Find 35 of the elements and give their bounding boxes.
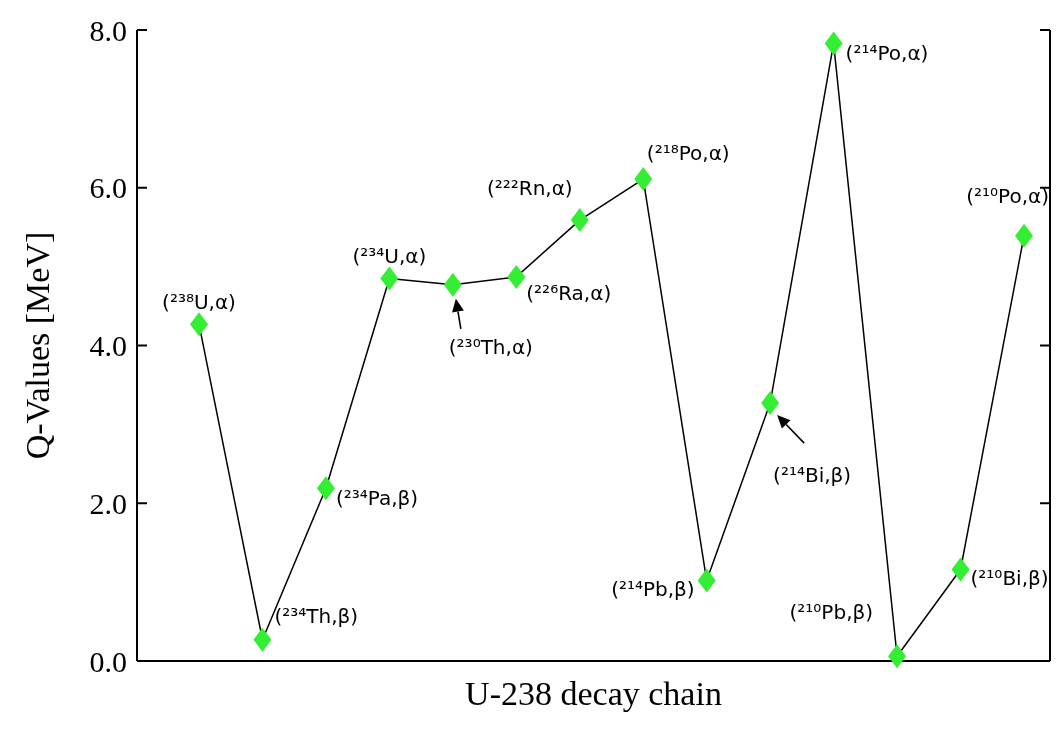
- data-label: (²²⁶Ra,α): [526, 280, 612, 305]
- data-label: (²²²Rn,α): [486, 176, 573, 201]
- data-label: (²¹⁴Pb,β): [611, 576, 695, 601]
- data-label: (²¹⁰Bi,β): [970, 565, 1049, 590]
- y-tick-label: 8.0: [89, 13, 127, 47]
- point: [570, 208, 589, 233]
- point: [316, 476, 335, 501]
- data-label: (²¹⁴Bi,β): [773, 463, 852, 488]
- point: [190, 312, 208, 337]
- data-label: (²¹⁰Pb,β): [789, 600, 874, 625]
- point: [380, 266, 399, 291]
- y-axis-title: Q-Values [MeV]: [19, 231, 56, 460]
- data-label: (²³⁴U,α): [352, 244, 427, 269]
- point: [507, 264, 526, 289]
- data-label: (²¹⁴Po,α): [845, 41, 929, 66]
- point: [888, 644, 907, 669]
- point: [761, 391, 780, 416]
- y-tick-label: 6.0: [89, 171, 127, 205]
- y-tick-label: 2.0: [89, 486, 127, 520]
- data-label: (²³⁴Pa,β): [335, 486, 419, 511]
- data-label: (²³⁴Th,β): [274, 603, 359, 628]
- point: [253, 627, 272, 652]
- point: [443, 272, 462, 297]
- data-label: (²¹⁸Po,α): [646, 141, 730, 166]
- data-label: (²¹⁰Po,α): [966, 183, 1049, 208]
- point: [824, 31, 843, 56]
- y-tick-label: 0.0: [89, 644, 127, 678]
- point: [634, 167, 653, 192]
- data-label: (²³⁸U,α): [162, 290, 236, 315]
- point: [1015, 223, 1033, 248]
- point: [697, 568, 716, 593]
- data-label: (²³⁰Th,α): [448, 334, 533, 359]
- y-tick-label: 4.0: [89, 329, 127, 362]
- x-axis-title: U-238 decay chain: [465, 675, 722, 712]
- point: [951, 557, 970, 582]
